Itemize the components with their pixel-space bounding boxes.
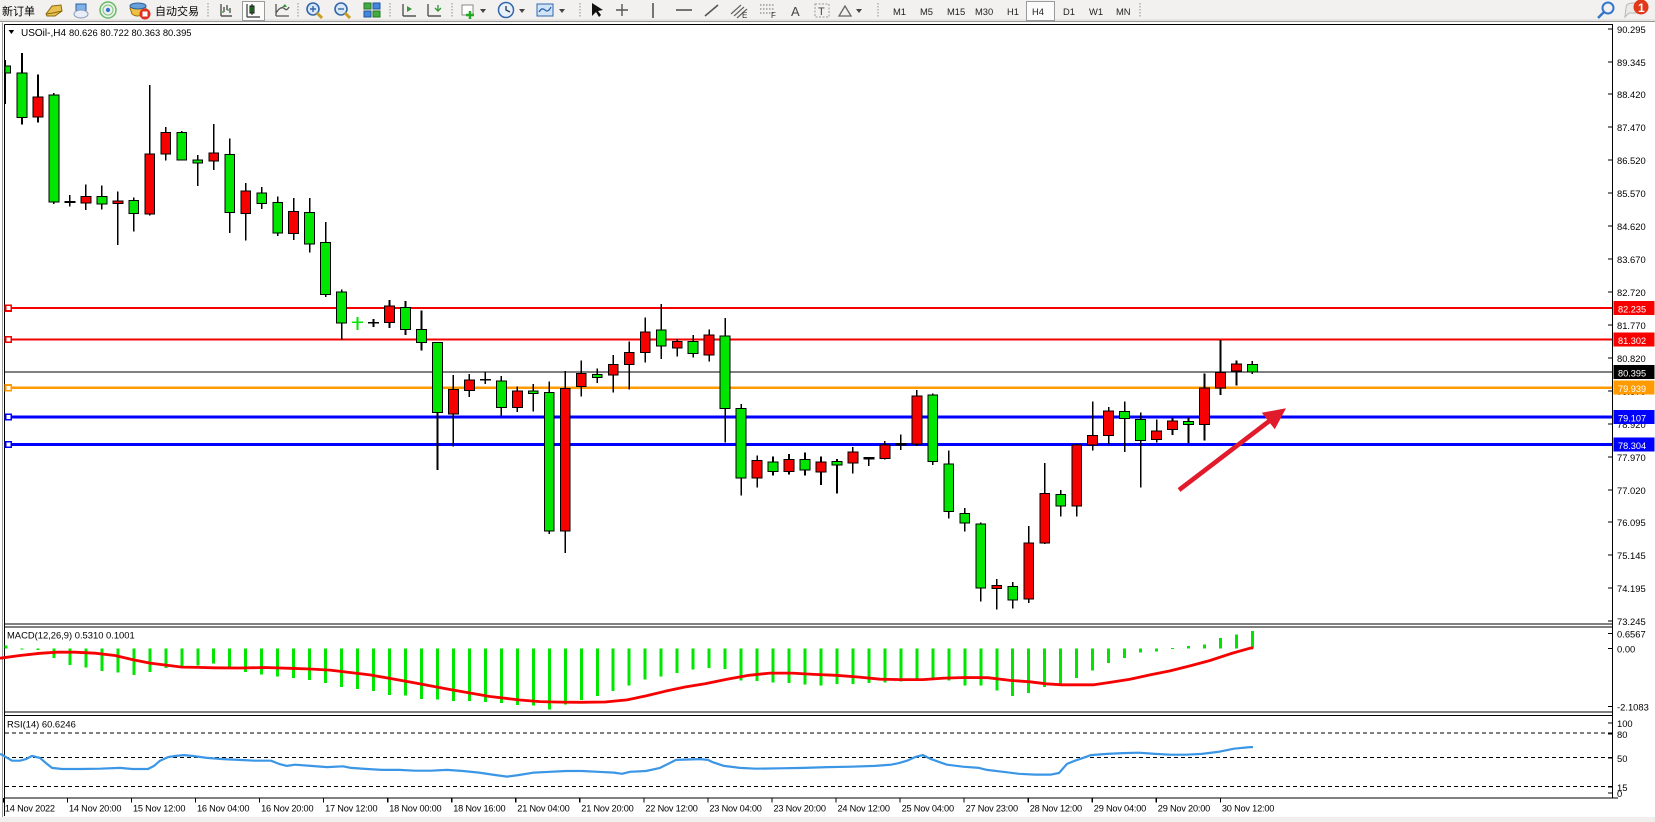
svg-text:E: E (742, 11, 747, 20)
svg-text:78.920: 78.920 (1617, 419, 1646, 430)
svg-text:D1: D1 (1063, 6, 1075, 17)
svg-text:18 Nov 16:00: 18 Nov 16:00 (453, 804, 505, 814)
svg-text:23 Nov 04:00: 23 Nov 04:00 (709, 804, 761, 814)
svg-text:22 Nov 12:00: 22 Nov 12:00 (645, 804, 697, 814)
svg-text:0.6567: 0.6567 (1617, 629, 1646, 640)
svg-text:28 Nov 12:00: 28 Nov 12:00 (1030, 804, 1082, 814)
svg-text:1: 1 (1638, 1, 1645, 15)
svg-text:27 Nov 23:00: 27 Nov 23:00 (966, 804, 1018, 814)
svg-text:15 Nov 12:00: 15 Nov 12:00 (133, 804, 185, 814)
svg-text:16 Nov 04:00: 16 Nov 04:00 (197, 804, 249, 814)
svg-text:29 Nov 20:00: 29 Nov 20:00 (1158, 804, 1210, 814)
svg-text:88.420: 88.420 (1617, 89, 1646, 100)
svg-text:RSI(14) 60.6246: RSI(14) 60.6246 (7, 719, 76, 730)
svg-text:T: T (818, 6, 825, 18)
svg-text:25 Nov 04:00: 25 Nov 04:00 (902, 804, 954, 814)
svg-text:79.107: 79.107 (1618, 414, 1646, 424)
svg-text:81.302: 81.302 (1618, 336, 1646, 346)
svg-text:86.520: 86.520 (1617, 155, 1646, 166)
svg-text:80.395: 80.395 (1618, 369, 1646, 379)
svg-text:0: 0 (1617, 788, 1622, 799)
svg-text:82.235: 82.235 (1618, 305, 1646, 315)
svg-text:29 Nov 04:00: 29 Nov 04:00 (1094, 804, 1146, 814)
svg-text:90.295: 90.295 (1617, 24, 1646, 35)
svg-text:76.095: 76.095 (1617, 517, 1646, 528)
svg-text:18 Nov 00:00: 18 Nov 00:00 (389, 804, 441, 814)
svg-text:73.245: 73.245 (1617, 616, 1646, 627)
svg-text:50: 50 (1617, 753, 1627, 764)
svg-text:85.570: 85.570 (1617, 188, 1646, 199)
svg-text:23 Nov 20:00: 23 Nov 20:00 (774, 804, 826, 814)
svg-text:M30: M30 (975, 6, 993, 17)
svg-text:21 Nov 04:00: 21 Nov 04:00 (517, 804, 569, 814)
svg-text:100: 100 (1617, 718, 1633, 729)
svg-text:MACD(12,26,9) 0.5310 0.1001: MACD(12,26,9) 0.5310 0.1001 (7, 630, 135, 641)
svg-text:A: A (791, 4, 800, 19)
svg-text:H1: H1 (1007, 6, 1019, 17)
svg-text:MN: MN (1116, 6, 1131, 17)
svg-text:W1: W1 (1089, 6, 1103, 17)
svg-text:78.304: 78.304 (1618, 441, 1646, 451)
svg-text:16 Nov 20:00: 16 Nov 20:00 (261, 804, 313, 814)
svg-text:-2.1083: -2.1083 (1617, 702, 1649, 713)
svg-text:21 Nov 20:00: 21 Nov 20:00 (581, 804, 633, 814)
svg-text:H4: H4 (1032, 6, 1044, 17)
svg-text:F: F (771, 11, 776, 20)
svg-text:75.145: 75.145 (1617, 550, 1646, 561)
svg-text:82.720: 82.720 (1617, 287, 1646, 298)
svg-text:17 Nov 12:00: 17 Nov 12:00 (325, 804, 377, 814)
svg-text:自动交易: 自动交易 (155, 4, 199, 18)
svg-text:84.620: 84.620 (1617, 221, 1646, 232)
svg-text:14 Nov 20:00: 14 Nov 20:00 (69, 804, 121, 814)
svg-text:24 Nov 12:00: 24 Nov 12:00 (838, 804, 890, 814)
svg-text:USOil-,H4: USOil-,H4 (21, 28, 66, 39)
svg-text:0.00: 0.00 (1617, 644, 1635, 655)
svg-text:M1: M1 (893, 6, 906, 17)
svg-text:80: 80 (1617, 729, 1627, 740)
svg-text:83.670: 83.670 (1617, 254, 1646, 265)
svg-text:30 Nov 12:00: 30 Nov 12:00 (1222, 804, 1274, 814)
svg-text:87.470: 87.470 (1617, 122, 1646, 133)
svg-text:80.820: 80.820 (1617, 353, 1646, 364)
svg-text:89.345: 89.345 (1617, 57, 1646, 68)
svg-text:M15: M15 (947, 6, 965, 17)
svg-text:新订单: 新订单 (2, 4, 35, 18)
svg-text:81.770: 81.770 (1617, 320, 1646, 331)
svg-text:79.939: 79.939 (1618, 384, 1646, 394)
svg-text:77.020: 77.020 (1617, 485, 1646, 496)
svg-text:M5: M5 (920, 6, 933, 17)
svg-text:14 Nov 2022: 14 Nov 2022 (5, 804, 55, 814)
svg-text:74.195: 74.195 (1617, 583, 1646, 594)
svg-text:80.626 80.722 80.363 80.395: 80.626 80.722 80.363 80.395 (69, 27, 192, 38)
svg-text:77.970: 77.970 (1617, 452, 1646, 463)
svg-text:15: 15 (1617, 782, 1627, 793)
